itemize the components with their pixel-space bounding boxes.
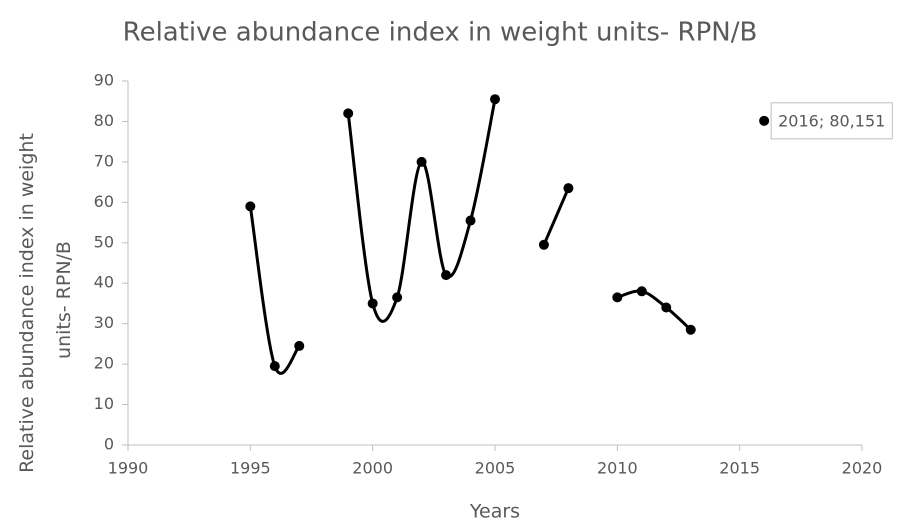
x-tick-label: 2020 <box>842 459 883 478</box>
y-tick-label: 70 <box>94 151 114 170</box>
y-tick-label: 40 <box>94 273 114 292</box>
x-tick-label: 2015 <box>719 459 760 478</box>
x-tick-label: 2005 <box>475 459 516 478</box>
marker <box>759 115 770 126</box>
marker <box>441 270 452 281</box>
marker <box>245 201 256 212</box>
marker <box>465 215 476 226</box>
marker <box>294 340 305 351</box>
y-tick-label: 30 <box>94 313 114 332</box>
x-tick-label: 2000 <box>352 459 393 478</box>
y-axis-title-line: Relative abundance index in weight <box>16 133 38 473</box>
marker <box>269 361 280 372</box>
x-tick-label: 1990 <box>108 459 149 478</box>
y-tick-label: 0 <box>104 435 114 454</box>
y-tick-label: 80 <box>94 111 114 130</box>
marker <box>563 183 574 194</box>
x-tick-label: 2010 <box>597 459 638 478</box>
data-label: 2016; 80,151 <box>778 111 885 130</box>
marker <box>367 298 378 309</box>
y-axis-title-line: units- RPN/B <box>53 241 75 359</box>
marker <box>612 292 623 303</box>
y-tick-label: 60 <box>94 192 114 211</box>
x-axis-title: Years <box>469 501 520 523</box>
y-tick-label: 20 <box>94 354 114 373</box>
marker <box>538 239 549 250</box>
marker <box>490 94 500 105</box>
marker <box>392 292 403 303</box>
x-tick-label: 1995 <box>230 459 271 478</box>
chart-title: Relative abundance index in weight units… <box>123 18 758 48</box>
y-tick-label: 90 <box>94 71 114 90</box>
y-axis-title: Relative abundance index in weight units… <box>16 127 75 473</box>
data-label-box <box>770 102 893 140</box>
marker <box>661 302 672 313</box>
marker <box>343 108 354 119</box>
marker <box>685 324 696 335</box>
y-tick-label: 10 <box>94 394 114 413</box>
y-tick-label: 50 <box>94 232 114 251</box>
marker <box>636 286 647 297</box>
marker <box>416 156 427 167</box>
